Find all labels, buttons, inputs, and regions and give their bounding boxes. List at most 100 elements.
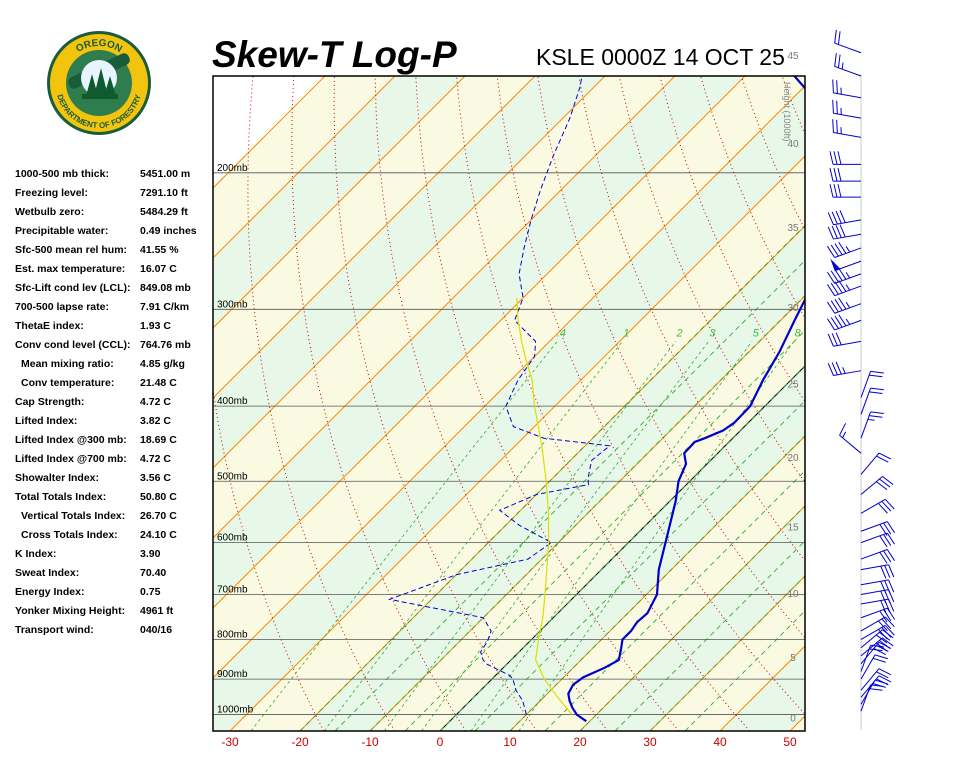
wind-barb: [860, 668, 892, 691]
wind-barb-pennant: [830, 258, 841, 271]
wind-barb-feather: [829, 151, 834, 165]
index-row: Sfc-500 mean rel hum: 41.55 %: [15, 244, 215, 263]
parcel-trace: [516, 297, 573, 715]
wind-barb: [834, 53, 862, 77]
wind-barb-feather: [872, 683, 886, 688]
index-row: K Index: 3.90: [15, 548, 215, 567]
isobar-label: 900mb: [217, 669, 248, 680]
isotherm-line: [860, 53, 960, 731]
height-tick-label: 30: [787, 303, 799, 314]
wind-barb-feather: [837, 184, 842, 198]
wind-barb-feather: [886, 521, 895, 534]
temp-tick-label: -20: [291, 735, 309, 749]
wind-barb-half-feather: [867, 418, 875, 421]
moist-adiabat: [369, 294, 805, 731]
wind-barb-feather: [831, 225, 838, 239]
wind-barb-staff: [833, 233, 862, 240]
height-tick-label: 5: [790, 653, 796, 664]
wind-barb-feather: [832, 99, 834, 114]
index-value: 70.40: [140, 567, 167, 579]
index-value: 50.80 C: [140, 491, 177, 503]
isotherm-line: [789, 715, 805, 731]
wind-barb: [860, 675, 892, 698]
index-label: Mean mixing ratio:: [21, 358, 114, 370]
isotherm-line: [213, 76, 606, 469]
isotherm-band: [213, 86, 805, 731]
height-tick-label: 45: [787, 51, 799, 62]
isotherm-line: [213, 76, 326, 189]
wind-barb: [827, 210, 862, 226]
wind-barb-staff: [834, 285, 862, 297]
wind-barb-staff: [860, 579, 889, 586]
wind-barb-feather: [838, 267, 847, 280]
wind-barb-feather: [883, 609, 892, 621]
index-value: 4.72 C: [140, 453, 171, 465]
isobar-label: 600mb: [217, 533, 248, 544]
wind-barb-staff: [860, 387, 872, 415]
wind-barb: [827, 361, 862, 377]
index-row: Sweat Index: 70.40: [15, 567, 215, 586]
wind-barb-feather: [882, 637, 894, 647]
wind-barb-feather: [834, 315, 843, 328]
wind-barb-staff: [860, 616, 886, 632]
wind-barb-half-feather: [842, 367, 846, 374]
wind-barb-feather: [879, 478, 891, 488]
index-value: 764.76 mb: [140, 339, 191, 351]
wind-barb-staff: [860, 625, 886, 640]
wind-barb-feather: [830, 282, 839, 295]
wind-barb-staff: [833, 112, 862, 119]
wind-barb-half-feather: [845, 301, 851, 309]
index-value: 24.10 C: [140, 529, 177, 541]
wind-barb-feather: [838, 241, 847, 254]
index-value: 3.82 C: [140, 415, 171, 427]
index-label: 1000-500 mb thick:: [15, 168, 109, 180]
height-tick-label: 15: [787, 523, 799, 534]
index-row: Freezing level: 7291.10 ft: [15, 187, 215, 206]
wind-barb-feather: [869, 374, 883, 378]
index-row: Lifted Index @300 mb: 18.69 C: [15, 434, 215, 453]
temperature-trace: [567, 76, 805, 723]
wind-barb-feather: [837, 151, 842, 165]
index-row: Conv temperature: 21.48 C: [15, 377, 215, 396]
wind-barb-feather: [879, 551, 888, 564]
index-value: 0.75: [140, 586, 161, 598]
wind-barb-feather: [869, 415, 883, 418]
index-row: Est. max temperature: 16.07 C: [15, 263, 215, 282]
wind-barb: [827, 280, 862, 297]
index-value: 16.07 C: [140, 263, 177, 275]
wind-barb-feather: [876, 678, 889, 686]
wind-barb: [832, 79, 862, 99]
index-row: Yonker Mixing Height: 4961 ft: [15, 605, 215, 624]
wind-barb-feather: [883, 550, 892, 563]
wind-barb-staff: [860, 549, 888, 560]
index-value: 5451.00 m: [140, 168, 191, 180]
wind-barb-staff: [834, 303, 862, 314]
isotherm-line: [213, 76, 536, 399]
index-label: Energy Index:: [15, 586, 85, 598]
wind-barb-feather: [834, 281, 843, 294]
wind-barb: [829, 168, 861, 182]
wind-barb-staff: [834, 65, 862, 77]
index-label: K Index:: [15, 548, 57, 560]
wind-barb: [860, 616, 895, 632]
wind-barb-feather: [835, 210, 842, 224]
index-row: Conv cond level (CCL): 764.76 mb: [15, 339, 215, 358]
index-label: Lifted Index @300 mb:: [15, 434, 127, 446]
wind-barb-feather: [882, 476, 894, 485]
wind-barb-feather: [829, 168, 834, 182]
wind-barb-feather: [888, 564, 895, 578]
index-row: Sfc-Lift cond lev (LCL): 849.08 mb: [15, 282, 215, 301]
wind-barb-half-feather: [845, 246, 851, 253]
wind-barb-feather: [884, 625, 895, 636]
wind-barb-feather: [884, 499, 895, 510]
wind-barb-feather: [872, 657, 886, 663]
moist-adiabat: [579, 505, 805, 731]
wind-barb-staff: [860, 654, 876, 680]
wind-barb-feather: [835, 361, 842, 375]
wind-barb-feather: [869, 688, 883, 691]
dry-adiabat: [904, 76, 960, 731]
wind-barb-feather: [833, 151, 838, 165]
isotherm-line: [229, 155, 805, 731]
wind-barb-feather: [886, 532, 895, 545]
